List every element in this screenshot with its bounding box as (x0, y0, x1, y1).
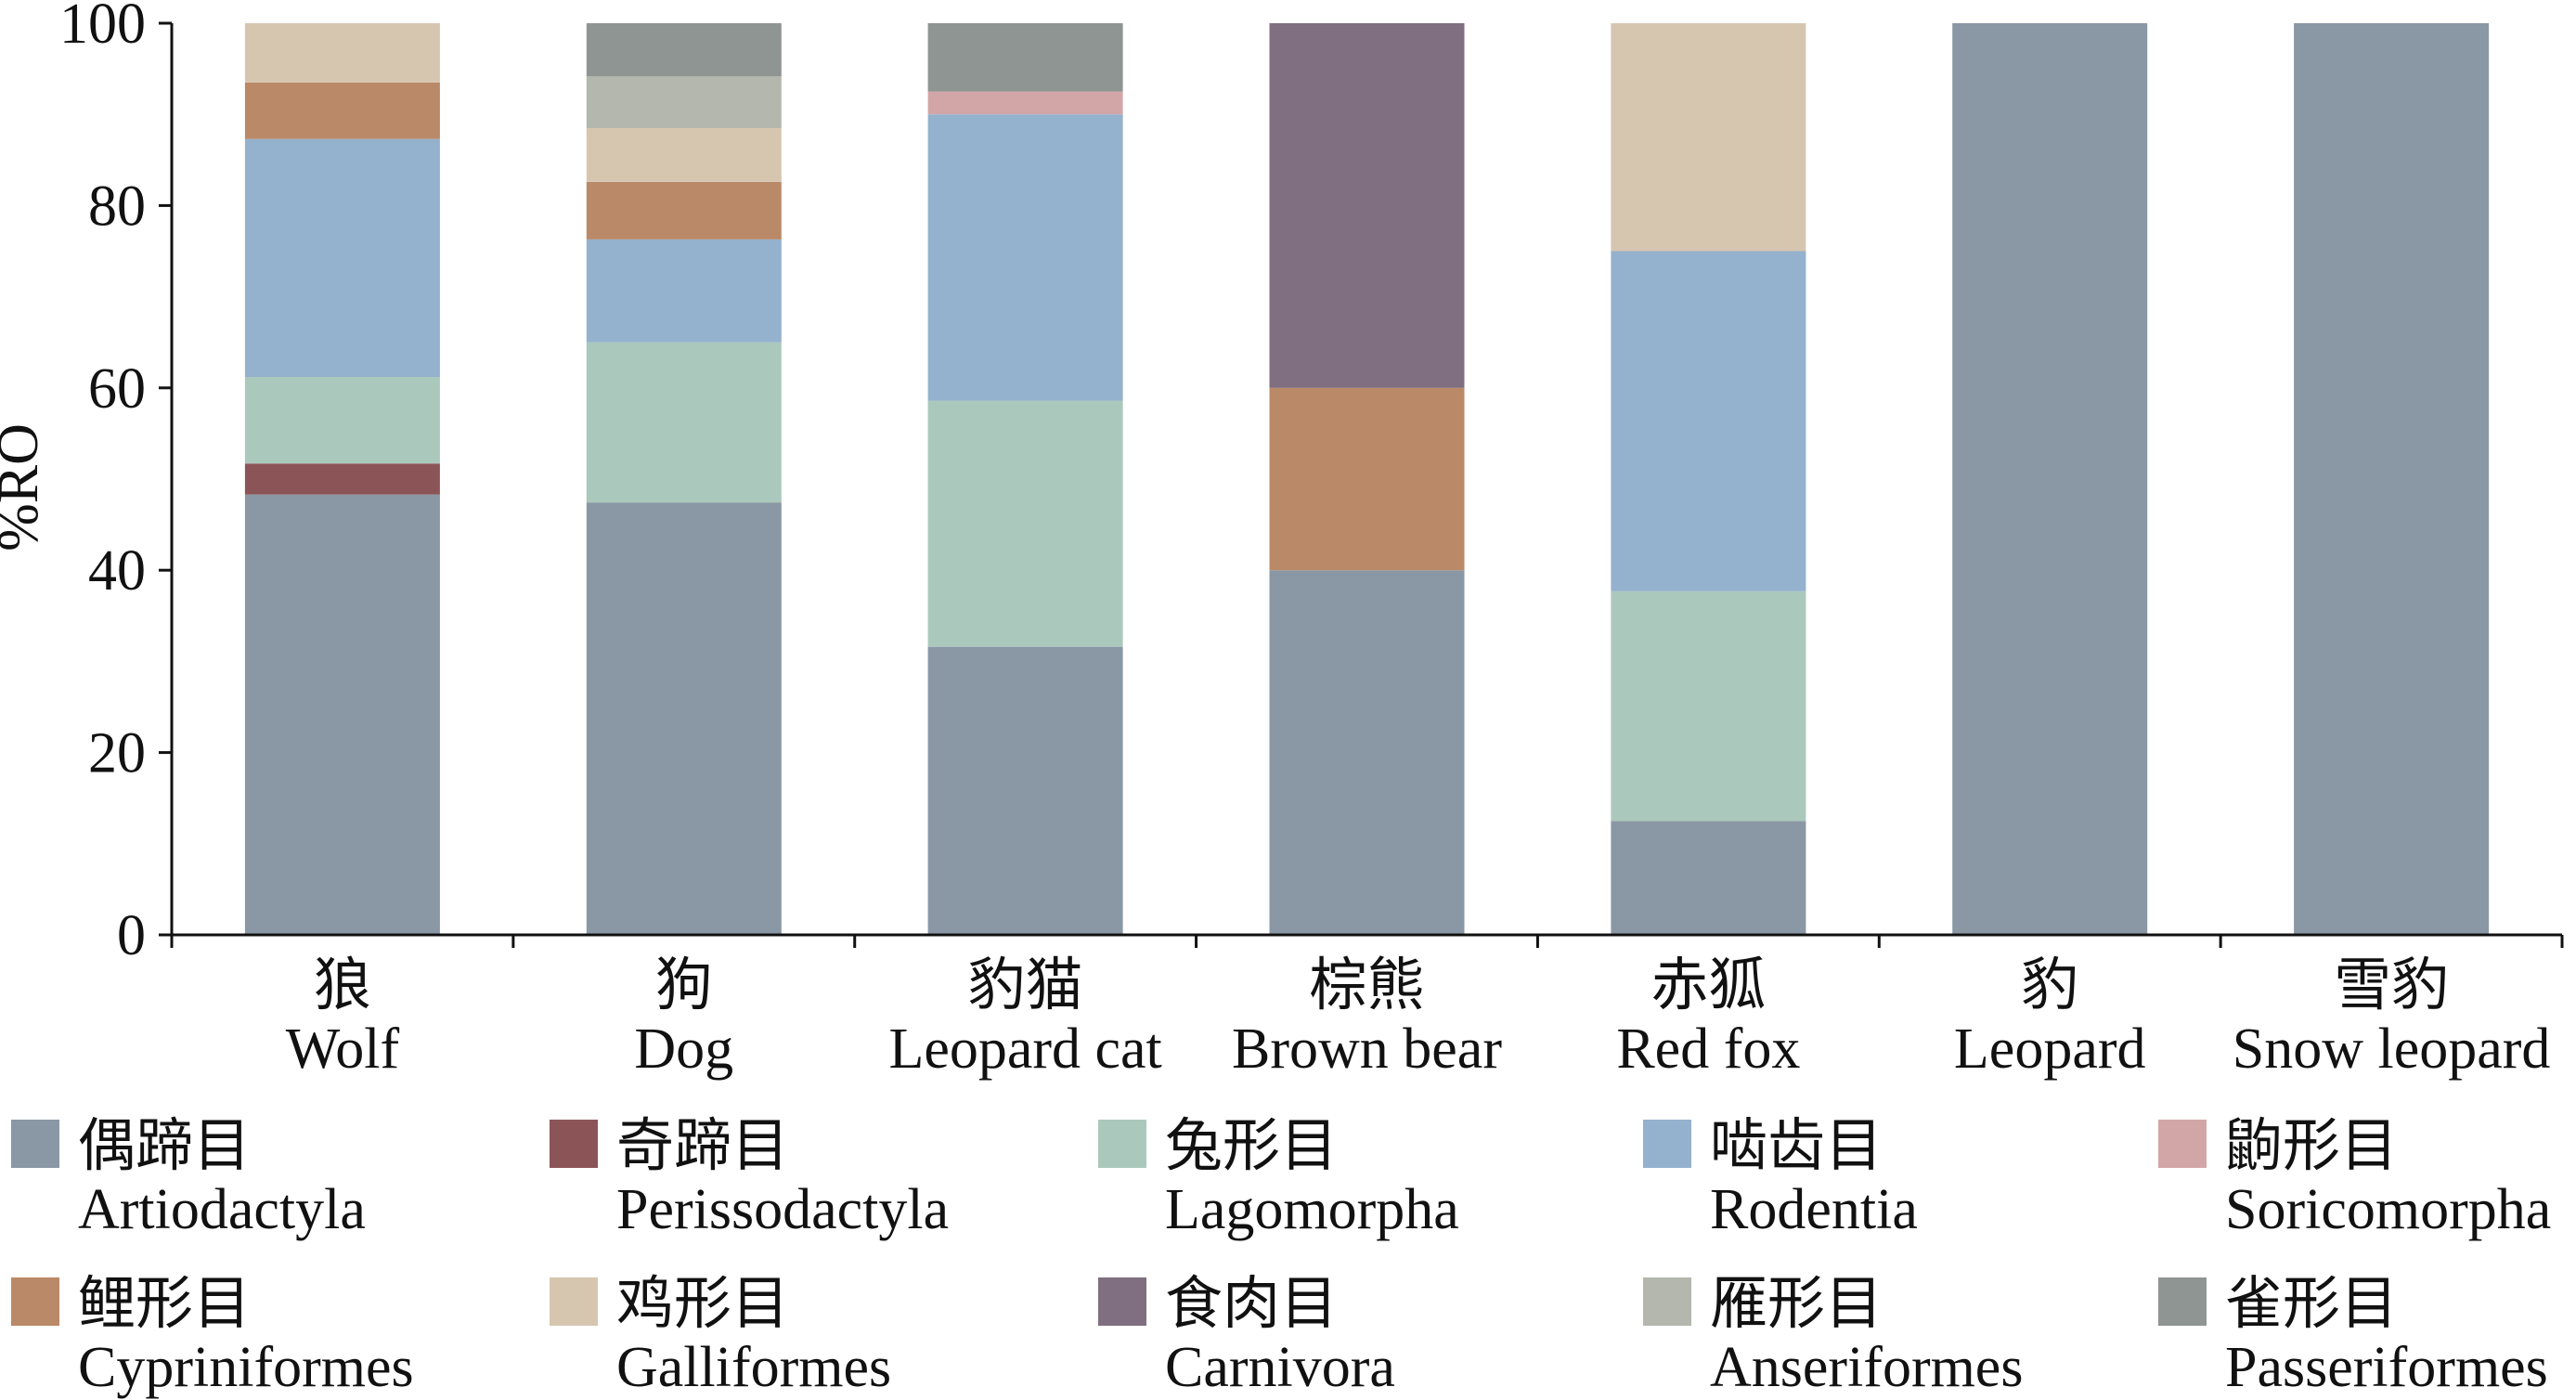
bar-segment-carnivora-brown-bear (1269, 23, 1465, 388)
legend-swatch-passeriformes (2158, 1277, 2207, 1326)
legend-swatch-artiodactyla (11, 1120, 59, 1168)
legend-label-zh: 鲤形目 (78, 1273, 251, 1336)
category-label-zh: 雪豹 (2334, 954, 2449, 1018)
bar-segment-artiodactyla-red-fox (1611, 821, 1806, 936)
bar-segment-cypriniformes-dog (586, 181, 782, 240)
legend-label-zh: 啮齿目 (1710, 1115, 1883, 1178)
category-label-zh: 棕熊 (1309, 954, 1424, 1018)
bar-segment-galliformes-red-fox (1611, 23, 1806, 252)
category-label-zh: 豹 (2021, 954, 2078, 1018)
y-tick-label: 60 (88, 357, 146, 421)
category-label-zh: 赤狐 (1650, 954, 1766, 1018)
legend-label-zh: 食肉目 (1165, 1273, 1338, 1336)
bar-segment-lagomorpha-wolf (244, 377, 440, 464)
bar-segment-artiodactyla-wolf (244, 494, 440, 935)
bar-segment-passeriformes-dog (586, 23, 782, 76)
bar-segment-lagomorpha-leopard-cat (927, 400, 1123, 647)
axes-layer: 0 20 40 60 80 100 (59, 0, 2564, 967)
bar-segment-rodentia-dog (586, 239, 782, 343)
legend-label-en: Cypriniformes (78, 1336, 414, 1399)
legend-label-zh: 雁形目 (1710, 1273, 1883, 1336)
bars-layer (244, 23, 2490, 936)
legend-swatch-cypriniformes (11, 1277, 59, 1326)
bar-segment-rodentia-wolf (244, 138, 440, 377)
bar-segment-artiodactyla-leopard-cat (927, 646, 1123, 935)
legend-swatch-perissodactyla (550, 1120, 598, 1168)
y-tick-label: 20 (88, 722, 146, 785)
bar-segment-artiodactyla-snow-leopard (2294, 23, 2490, 935)
legend-label-en: Passeriformes (2225, 1336, 2548, 1399)
legend-label-en: Rodentia (1710, 1178, 1918, 1241)
legend-label-en: Anseriformes (1710, 1336, 2023, 1399)
legend-label-en: Soricomorpha (2225, 1178, 2551, 1241)
category-label-en: Leopard cat (888, 1018, 1161, 1081)
legend-label-en: Carnivora (1165, 1336, 1395, 1399)
legend-label-en: Galliformes (616, 1336, 891, 1399)
legend-label-en: Perissodactyla (616, 1178, 949, 1241)
bar-segment-artiodactyla-dog (586, 502, 782, 935)
legend-label-zh: 兔形目 (1165, 1115, 1338, 1178)
legend-swatch-anseriformes (1643, 1277, 1691, 1326)
category-label-zh: 狗 (655, 954, 713, 1018)
bar-segment-artiodactyla-brown-bear (1269, 570, 1465, 935)
bar-segment-galliformes-dog (586, 127, 782, 182)
category-label-zh: 豹猫 (968, 954, 1083, 1018)
y-axis-label: %RO (0, 423, 50, 551)
bar-segment-artiodactyla-leopard (1952, 23, 2148, 935)
y-tick-label: 80 (88, 175, 146, 238)
bar-segment-rodentia-red-fox (1611, 251, 1806, 591)
category-label-en: Snow leopard (2233, 1018, 2551, 1081)
y-tick-label: 40 (88, 539, 146, 603)
bar-segment-galliformes-wolf (244, 23, 440, 83)
bar-segment-perissodactyla-wolf (244, 463, 440, 495)
legend-swatch-rodentia (1643, 1120, 1691, 1168)
legend-label-en: Lagomorpha (1165, 1178, 1459, 1241)
legend-label-zh: 鼩形目 (2225, 1115, 2398, 1178)
legend-label-zh: 鸡形目 (616, 1273, 789, 1336)
category-label-en: Dog (634, 1018, 733, 1081)
bar-segment-passeriformes-leopard-cat (927, 23, 1123, 92)
bar-segment-anseriformes-dog (586, 76, 782, 128)
category-label-en: Wolf (286, 1018, 400, 1081)
bar-segment-soricomorpha-leopard-cat (927, 91, 1123, 115)
legend-label-zh: 雀形目 (2225, 1273, 2398, 1336)
category-label-zh: 狼 (314, 954, 371, 1018)
bar-segment-cypriniformes-wolf (244, 82, 440, 139)
legend-swatch-galliformes (550, 1277, 598, 1326)
legend-swatch-lagomorpha (1098, 1120, 1146, 1168)
legend-swatch-soricomorpha (2158, 1120, 2207, 1168)
legend-label-en: Artiodactyla (78, 1178, 366, 1241)
bar-segment-lagomorpha-dog (586, 342, 782, 503)
y-tick-label: 0 (117, 904, 146, 967)
y-tick-label: 100 (59, 0, 146, 56)
category-label-en: Brown bear (1232, 1018, 1502, 1081)
category-label-en: Leopard (1954, 1018, 2146, 1081)
legend-swatch-carnivora (1098, 1277, 1146, 1326)
legend-label-zh: 奇蹄目 (616, 1115, 789, 1178)
bar-segment-lagomorpha-red-fox (1611, 590, 1806, 822)
bar-segment-rodentia-leopard-cat (927, 114, 1123, 401)
category-label-en: Red fox (1616, 1018, 1800, 1081)
legend-label-zh: 偶蹄目 (78, 1115, 251, 1178)
bar-segment-cypriniformes-brown-bear (1269, 387, 1465, 571)
